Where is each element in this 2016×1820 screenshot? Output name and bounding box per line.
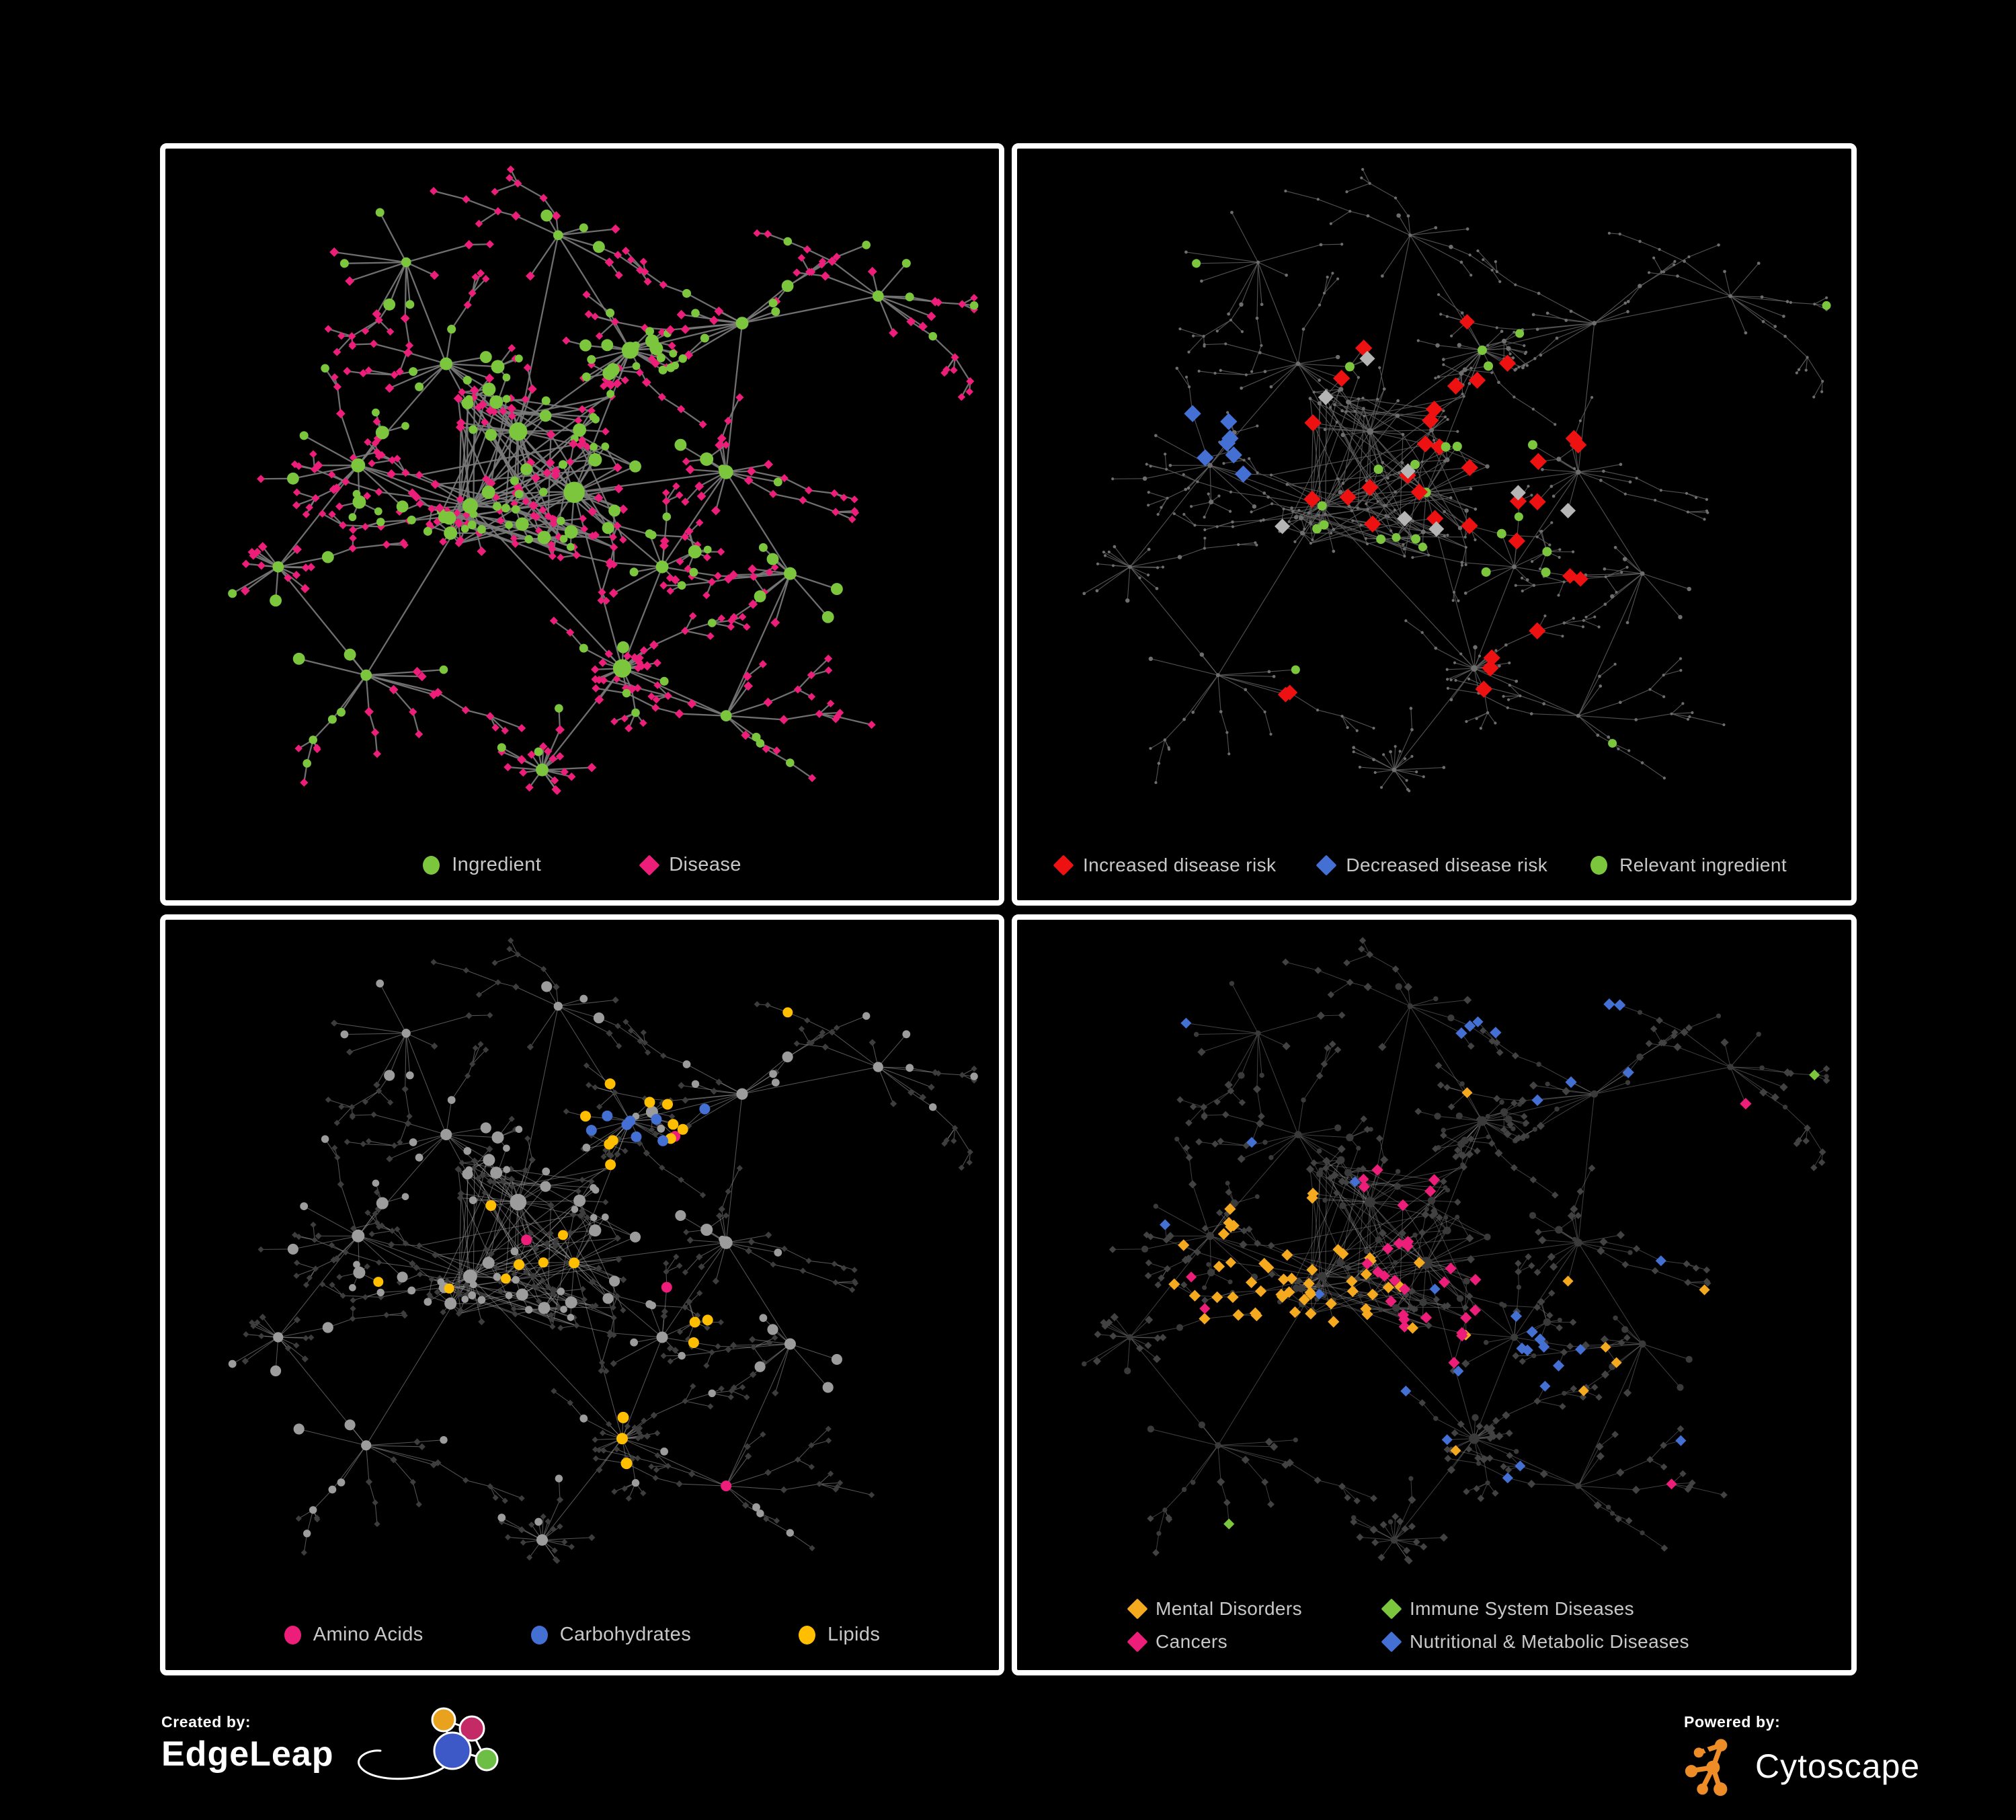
cytoscape-logo-icon	[1685, 1739, 1728, 1796]
legend-item-mental-disorders: Mental Disorders	[1127, 1598, 1384, 1620]
network-graph-ingredient-disease	[228, 165, 979, 795]
relevant-ingredient-circle-marker-icon	[1590, 856, 1608, 875]
legend-item-relevant-ingredient: Relevant ingredient	[1590, 855, 1787, 876]
legend-label-carbohydrates: Carbohydrates	[559, 1624, 692, 1645]
legend-label-ingredient: Ingredient	[452, 854, 542, 875]
panel-nutrient-classes-network: Amino Acids Carbohydrates Lipids	[160, 914, 1004, 1675]
legend-label-decreased-risk: Decreased disease risk	[1346, 855, 1548, 875]
network-graph-disease-classes	[1082, 937, 1830, 1565]
cytoscape-wordmark: Cytoscape	[1755, 1747, 1921, 1785]
legend-disease-classes: Mental Disorders Immune System Diseases …	[1127, 1598, 1689, 1653]
edgeleap-logo-icon	[358, 1707, 499, 1780]
immune-system-diseases-diamond-marker-icon	[1381, 1598, 1402, 1620]
legend-ingredient-disease: Ingredient Disease	[165, 854, 999, 876]
nutritional-metabolic-diseases-diamond-marker-icon	[1381, 1631, 1402, 1653]
legend-item-increased-risk: Increased disease risk	[1053, 855, 1277, 876]
legend-item-carbohydrates: Carbohydrates	[530, 1624, 692, 1646]
network-graph-disease-risk	[1082, 167, 1831, 793]
created-by-label: Created by:	[161, 1713, 251, 1731]
network-graph-nutrient-classes	[228, 937, 978, 1565]
legend-item-ingredient: Ingredient	[423, 854, 541, 876]
increased-risk-diamond-marker-icon	[1053, 855, 1074, 876]
legend-item-cancers: Cancers	[1127, 1631, 1384, 1653]
legend-item-disease: Disease	[639, 854, 741, 876]
legend-label-cancers: Cancers	[1156, 1631, 1228, 1652]
legend-item-nutritional-metabolic-diseases: Nutritional & Metabolic Diseases	[1381, 1631, 1689, 1653]
edgeleap-branding: Created by: EdgeLeap	[161, 1707, 538, 1814]
disease-diamond-marker-icon	[639, 854, 660, 876]
legend-label-increased-risk: Increased disease risk	[1083, 855, 1277, 875]
legend-item-immune-system-diseases: Immune System Diseases	[1381, 1598, 1689, 1620]
legend-label-disease: Disease	[669, 854, 741, 875]
panel-disease-risk-network: Increased disease risk Decreased disease…	[1012, 143, 1857, 906]
edgeleap-wordmark: EdgeLeap	[161, 1735, 334, 1774]
powered-by-label: Powered by:	[1684, 1713, 1781, 1731]
amino-acids-circle-marker-icon	[284, 1625, 301, 1645]
cancers-diamond-marker-icon	[1127, 1631, 1148, 1653]
legend-label-amino-acids: Amino Acids	[313, 1624, 424, 1645]
legend-label-immune-system-diseases: Immune System Diseases	[1410, 1598, 1635, 1619]
legend-item-decreased-risk: Decreased disease risk	[1316, 855, 1548, 876]
legend-label-lipids: Lipids	[828, 1624, 881, 1645]
legend-label-mental-disorders: Mental Disorders	[1156, 1598, 1303, 1619]
panel-ingredient-disease-network: Ingredient Disease	[160, 143, 1004, 906]
legend-item-lipids: Lipids	[799, 1624, 880, 1646]
ingredient-circle-marker-icon	[423, 855, 440, 875]
legend-item-amino-acids: Amino Acids	[284, 1624, 424, 1646]
panel-disease-classes-network: Mental Disorders Immune System Diseases …	[1012, 914, 1857, 1675]
cytoscape-branding: Powered by: Cytoscape	[1684, 1713, 1920, 1797]
mental-disorders-diamond-marker-icon	[1127, 1598, 1148, 1620]
legend-label-relevant-ingredient: Relevant ingredient	[1619, 855, 1787, 875]
decreased-risk-diamond-marker-icon	[1316, 855, 1337, 876]
legend-nutrient-classes: Amino Acids Carbohydrates Lipids	[165, 1624, 999, 1646]
carbohydrates-circle-marker-icon	[530, 1625, 548, 1645]
lipids-circle-marker-icon	[799, 1625, 816, 1645]
legend-disease-risk: Increased disease risk Decreased disease…	[1017, 855, 1851, 876]
legend-label-nutritional-metabolic-diseases: Nutritional & Metabolic Diseases	[1410, 1631, 1689, 1652]
